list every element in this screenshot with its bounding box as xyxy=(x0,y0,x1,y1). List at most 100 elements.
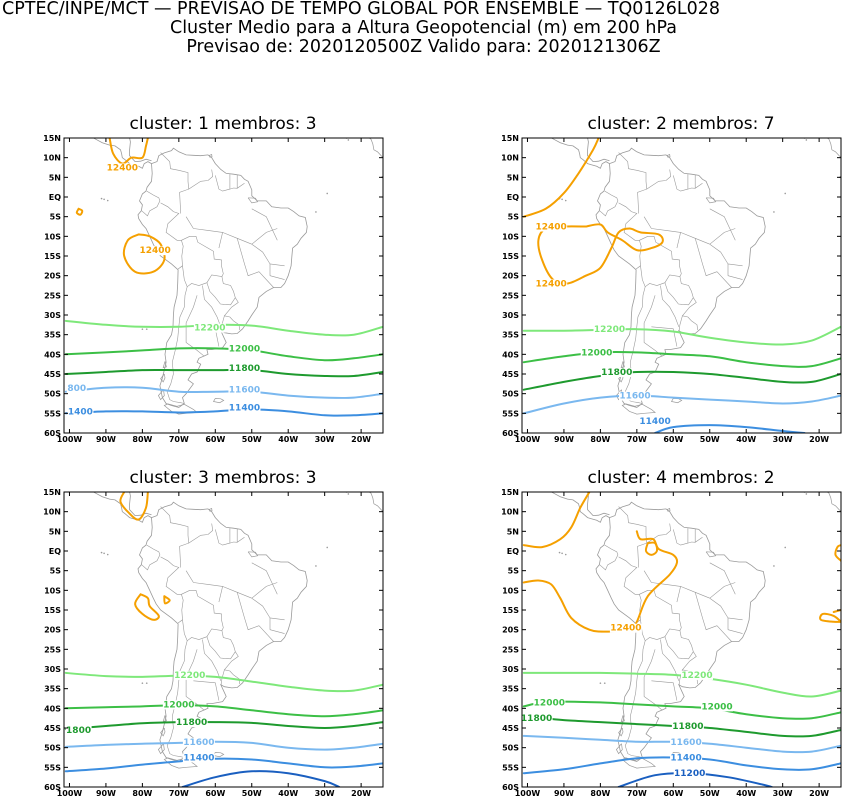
country-border xyxy=(618,152,648,214)
lon-tick-label: 20W xyxy=(809,789,829,798)
island-outline xyxy=(667,508,671,512)
lat-tick-label: 5N xyxy=(49,173,61,182)
island-speck xyxy=(347,139,350,141)
coastline-caribbean xyxy=(129,138,152,163)
island-speck xyxy=(564,553,567,556)
country-border xyxy=(624,640,646,758)
lon-tick-label: 100W xyxy=(57,435,83,444)
map-panel-4: 12400 12200 12000 12000 11800 11800 11600 11400… xyxy=(501,488,842,798)
contour-label: 12000 xyxy=(163,700,194,710)
country-border xyxy=(709,582,736,599)
country-border xyxy=(181,590,224,642)
lon-tick-label: 20W xyxy=(351,435,371,444)
island-speck xyxy=(145,682,148,684)
map-frame xyxy=(521,137,842,434)
country-border xyxy=(643,295,663,357)
coastline-central-america xyxy=(522,138,610,169)
lat-tick-label: 5N xyxy=(49,527,61,536)
island-outline xyxy=(163,757,198,769)
contour-labels: 12400 12400 12200 12000 11800 11600 11400 xyxy=(535,222,672,427)
country-border xyxy=(166,640,188,758)
lon-tick-label: 40W xyxy=(278,789,298,798)
country-border xyxy=(599,190,619,217)
country-border xyxy=(694,238,718,277)
panel-1-title: cluster: 1 membros: 3 xyxy=(129,114,317,134)
contour-line xyxy=(522,394,841,415)
country-border xyxy=(709,562,736,595)
contour-lines xyxy=(64,138,383,417)
country-border xyxy=(141,544,161,571)
island-outline xyxy=(826,492,841,512)
lon-tick-label: 90W xyxy=(554,789,574,798)
map-panel-3: 12200 12000 11800 1800 11600 11400 15N 10N 5N EQ 5… xyxy=(43,488,384,798)
lon-tick-label: 60W xyxy=(205,789,225,798)
contour-label: 11400 xyxy=(183,754,214,764)
lat-tick-label: 5S xyxy=(50,567,62,576)
country-border xyxy=(188,169,214,190)
island-outline xyxy=(826,138,841,158)
country-border xyxy=(660,285,680,327)
contour-line xyxy=(108,138,149,165)
contour-label: 12400 xyxy=(107,164,138,174)
lat-tick-label: 50S xyxy=(44,390,61,399)
contour-labels: 12400 12400 12200 12000 11800 11600 11400 800 14… xyxy=(66,163,261,417)
lat-tick-label: 60S xyxy=(502,429,519,438)
contour-line xyxy=(522,138,600,218)
contour-label: 12400 xyxy=(610,624,641,634)
lat-tick-label: 5S xyxy=(50,213,62,222)
country-border xyxy=(251,562,278,595)
island-speck xyxy=(805,139,808,141)
country-border xyxy=(651,680,678,701)
coastline-central-america xyxy=(64,138,152,169)
contour-line xyxy=(181,770,341,787)
map-panel-1: 12400 12400 12200 12000 11800 11600 11400 800 14… xyxy=(43,134,384,444)
island-speck xyxy=(103,552,105,555)
island-outline xyxy=(368,138,383,158)
country-border xyxy=(716,271,732,288)
contour-label: 11400 xyxy=(670,754,701,764)
map-frame xyxy=(63,491,384,788)
lon-tick-label: 40W xyxy=(278,435,298,444)
lon-tick-label: 50W xyxy=(242,789,262,798)
country-border xyxy=(223,651,240,684)
contour-label: 11800 xyxy=(229,364,260,374)
island-outline xyxy=(368,492,383,512)
axis-labels: 15N 10N 5N EQ 5S 10S 15S 20S 25S 30S 35S 40S 45S 50S 5… xyxy=(501,488,841,798)
lon-tick-label: 20W xyxy=(809,435,829,444)
lat-tick-label: 30S xyxy=(44,665,61,674)
contour-lines xyxy=(522,138,841,433)
lon-tick-label: 50W xyxy=(242,435,262,444)
island-outline xyxy=(157,743,165,755)
island-outline xyxy=(620,361,625,369)
panel-4-title: cluster: 4 membros: 2 xyxy=(587,468,775,488)
country-border xyxy=(727,263,743,267)
island-speck xyxy=(805,493,808,495)
country-border xyxy=(618,556,642,624)
lat-tick-label: 40S xyxy=(502,704,519,713)
island-outline xyxy=(705,551,717,558)
lat-tick-label: 50S xyxy=(502,390,519,399)
lat-tick-label: 45S xyxy=(44,370,61,379)
island-speck xyxy=(561,198,563,201)
country-border xyxy=(727,275,743,280)
contour-line xyxy=(834,544,841,562)
coastline-south-america xyxy=(137,147,308,408)
lon-tick-label: 60W xyxy=(663,435,683,444)
contour-label: 11800 xyxy=(176,718,207,728)
lon-tick-label: 40W xyxy=(736,435,756,444)
lon-tick-label: 70W xyxy=(169,789,189,798)
country-border xyxy=(160,556,184,624)
country-border xyxy=(215,175,245,192)
island-outline xyxy=(157,389,165,401)
contour-line xyxy=(654,424,806,433)
lon-tick-label: 60W xyxy=(205,435,225,444)
coastline-south-america xyxy=(595,147,766,408)
lat-tick-label: EQ xyxy=(507,193,519,202)
country-border xyxy=(236,592,260,631)
axis-labels: 15N 10N 5N EQ 5S 10S 15S 20S 25S 30S 35S 40S 45S 50S 5… xyxy=(501,134,841,444)
island-outline xyxy=(212,398,225,404)
coastline-caribbean xyxy=(587,492,610,517)
contour-line xyxy=(75,207,84,216)
contour-line xyxy=(522,350,841,368)
island-outline xyxy=(162,715,167,723)
